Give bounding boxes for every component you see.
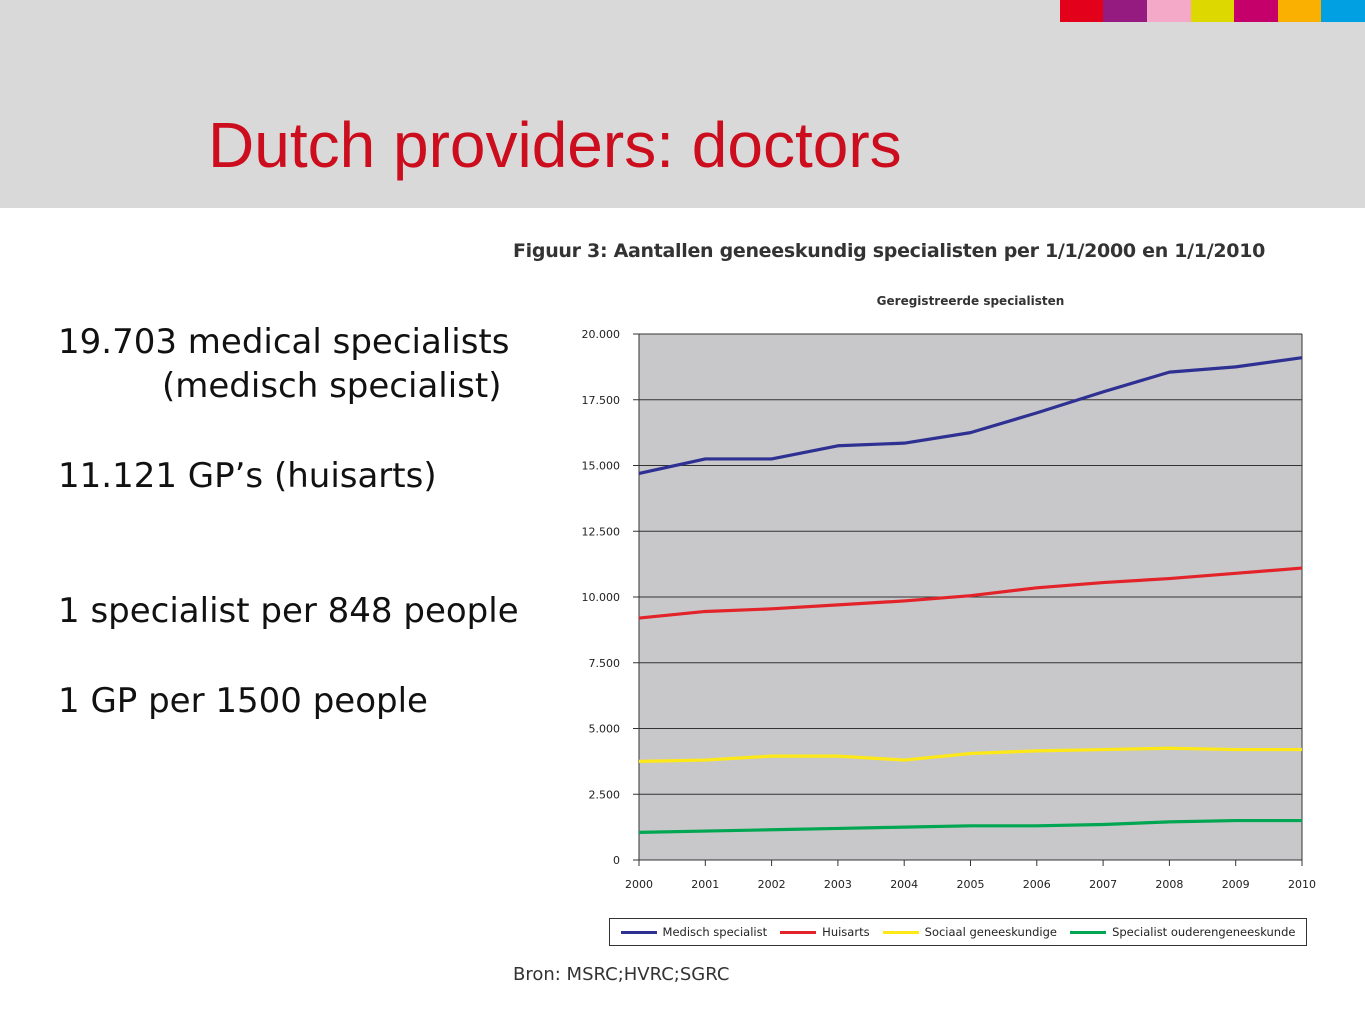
legend-swatch xyxy=(620,930,657,934)
x-tick-label: 2006 xyxy=(1023,878,1051,891)
x-tick-label: 2003 xyxy=(824,878,852,891)
legend-swatch xyxy=(780,930,817,934)
legend-item: Medisch specialist xyxy=(620,925,768,939)
color-swatch xyxy=(1190,0,1235,22)
slide-header xyxy=(0,0,1365,208)
legend-swatch xyxy=(882,930,919,934)
y-tick-label: 0 xyxy=(613,854,620,867)
color-swatch xyxy=(1103,0,1148,22)
y-tick-label: 15.000 xyxy=(582,460,621,473)
bullet-specialists-sub: (medisch specialist) xyxy=(162,366,502,406)
bullet-gps: 11.121 GP’s (huisarts) xyxy=(58,456,437,496)
legend-label: Specialist ouderengeneeskunde xyxy=(1112,925,1296,939)
x-tick-label: 2005 xyxy=(957,878,985,891)
x-tick-label: 2002 xyxy=(758,878,786,891)
slide-title: Dutch providers: doctors xyxy=(208,109,902,181)
y-tick-label: 17.500 xyxy=(582,394,621,407)
series-line xyxy=(638,818,1302,834)
color-swatch xyxy=(1059,0,1104,22)
x-tick-label: 2010 xyxy=(1288,878,1316,891)
y-tick-label: 10.000 xyxy=(582,591,621,604)
y-tick-label: 20.000 xyxy=(582,328,621,341)
y-tick-label: 5.000 xyxy=(589,723,621,736)
legend-item: Sociaal geneeskundige xyxy=(882,925,1057,939)
x-tick-label: 2009 xyxy=(1222,878,1250,891)
chart-legend: Medisch specialist Huisarts Sociaal genees… xyxy=(609,918,1307,946)
color-swatch xyxy=(1234,0,1278,22)
legend-label: Medisch specialist xyxy=(662,925,768,939)
brand-color-strip xyxy=(1059,0,1365,22)
x-tick-label: 2004 xyxy=(890,878,918,891)
x-tick-label: 2008 xyxy=(1155,878,1183,891)
color-swatch xyxy=(1277,0,1322,22)
color-swatch xyxy=(1321,0,1365,22)
legend-label: Sociaal geneeskundige xyxy=(924,925,1057,939)
figure-caption: Figuur 3: Aantallen geneeskundig special… xyxy=(513,240,1266,262)
y-tick-label: 12.500 xyxy=(582,525,621,538)
legend-item: Huisarts xyxy=(780,925,870,939)
legend-label: Huisarts xyxy=(822,925,870,939)
chart-title: Geregistreerde specialisten xyxy=(877,294,1065,308)
legend-item: Specialist ouderengeneeskunde xyxy=(1070,925,1295,939)
y-tick-label: 2.500 xyxy=(589,788,621,801)
x-tick-label: 2000 xyxy=(625,878,653,891)
x-tick-label: 2007 xyxy=(1089,878,1117,891)
color-swatch xyxy=(1147,0,1191,22)
bullet-specialists: 19.703 medical specialists xyxy=(58,322,510,362)
series-line xyxy=(638,566,1303,620)
y-tick-label: 7.500 xyxy=(589,657,621,670)
x-tick-label: 2001 xyxy=(691,878,719,891)
series-line xyxy=(638,746,1302,763)
bullet-gp-ratio: 1 GP per 1500 people xyxy=(58,681,428,721)
bullet-specialist-ratio: 1 specialist per 848 people xyxy=(58,591,519,631)
source-note: Bron: MSRC;HVRC;SGRC xyxy=(513,964,730,985)
legend-swatch xyxy=(1070,930,1107,934)
series-line xyxy=(638,356,1303,475)
